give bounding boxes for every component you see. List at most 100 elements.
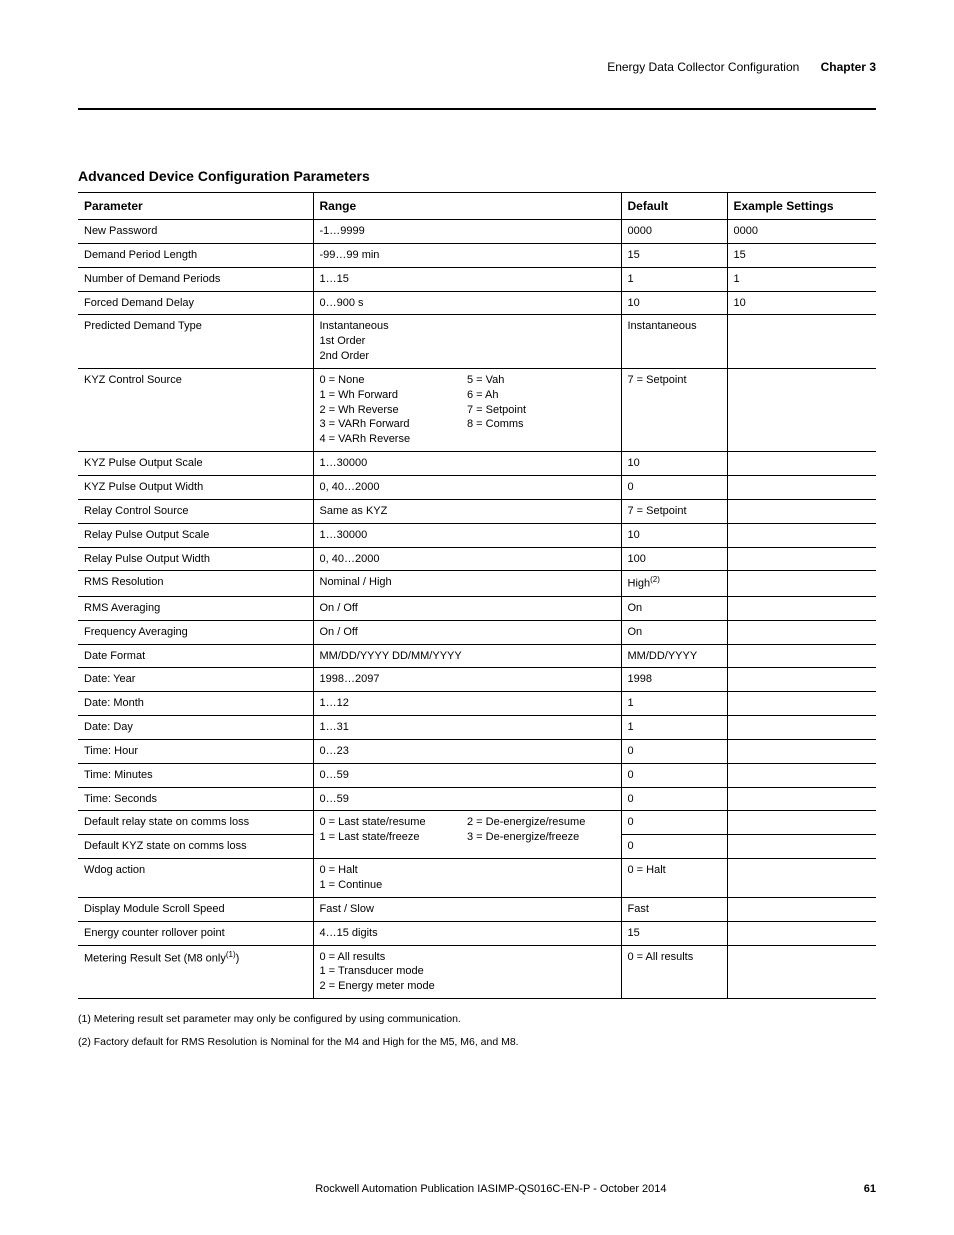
table-row: KYZ Pulse Output Width 0, 40…2000 0 <box>78 475 876 499</box>
table-row: Predicted Demand Type Instantaneous 1st … <box>78 315 876 369</box>
cell-param: Date: Year <box>78 668 313 692</box>
col-parameter: Parameter <box>78 193 313 220</box>
cell-example <box>727 945 876 999</box>
cell-param: Default relay state on comms loss <box>78 811 313 835</box>
cell-param: Time: Hour <box>78 739 313 763</box>
cell-range: 0…900 s <box>313 291 621 315</box>
table-row: RMS Resolution Nominal / High High(2) <box>78 571 876 597</box>
footnote-2: (2) Factory default for RMS Resolution i… <box>78 1034 876 1051</box>
cell-example <box>727 596 876 620</box>
chapter-label: Chapter 3 <box>821 60 876 74</box>
cell-range: 0 = Halt 1 = Continue <box>313 859 621 898</box>
cell-range: 0 = All results 1 = Transducer mode 2 = … <box>313 945 621 999</box>
table-row: RMS Averaging On / Off On <box>78 596 876 620</box>
cell-default: 0 <box>621 835 727 859</box>
cell-default: 1 <box>621 267 727 291</box>
cell-example <box>727 452 876 476</box>
cell-param: Number of Demand Periods <box>78 267 313 291</box>
cell-example: 15 <box>727 243 876 267</box>
footnote-1: (1) Metering result set parameter may on… <box>78 1011 876 1028</box>
cell-default: MM/DD/YYYY <box>621 644 727 668</box>
cell-range: On / Off <box>313 620 621 644</box>
cell-default: 0 = All results <box>621 945 727 999</box>
cell-default: 0 <box>621 763 727 787</box>
cell-example <box>727 763 876 787</box>
cell-range: 4…15 digits <box>313 921 621 945</box>
cell-range: 0…59 <box>313 787 621 811</box>
col-default: Default <box>621 193 727 220</box>
cell-example <box>727 315 876 369</box>
header-rule <box>78 108 876 110</box>
cell-default: On <box>621 596 727 620</box>
cell-range: 1998…2097 <box>313 668 621 692</box>
cell-param: Forced Demand Delay <box>78 291 313 315</box>
cell-example <box>727 921 876 945</box>
cell-param: Date: Month <box>78 692 313 716</box>
cell-range-left: 0 = None 1 = Wh Forward 2 = Wh Reverse 3… <box>320 373 468 447</box>
table-row: Forced Demand Delay 0…900 s 10 10 <box>78 291 876 315</box>
cell-param: Date Format <box>78 644 313 668</box>
cell-example: 0000 <box>727 220 876 244</box>
cell-default: 100 <box>621 547 727 571</box>
cell-example <box>727 475 876 499</box>
table-row: Number of Demand Periods 1…15 1 1 <box>78 267 876 291</box>
cell-default: Instantaneous <box>621 315 727 369</box>
cell-default: On <box>621 620 727 644</box>
cell-example <box>727 692 876 716</box>
cell-example <box>727 787 876 811</box>
table-row: Display Module Scroll Speed Fast / Slow … <box>78 897 876 921</box>
table-row: Default relay state on comms loss 0 = La… <box>78 811 876 835</box>
table-row: Relay Pulse Output Width 0, 40…2000 100 <box>78 547 876 571</box>
cell-param: RMS Resolution <box>78 571 313 597</box>
running-header: Energy Data Collector Configuration Chap… <box>78 60 876 80</box>
cell-example <box>727 739 876 763</box>
cell-default: High(2) <box>621 571 727 597</box>
table-row: Metering Result Set (M8 only(1)) 0 = All… <box>78 945 876 999</box>
cell-default: 1 <box>621 692 727 716</box>
table-header-row: Parameter Range Default Example Settings <box>78 193 876 220</box>
cell-param: Default KYZ state on comms loss <box>78 835 313 859</box>
cell-range: On / Off <box>313 596 621 620</box>
cell-param: Frequency Averaging <box>78 620 313 644</box>
cell-param: Predicted Demand Type <box>78 315 313 369</box>
cell-param: Relay Pulse Output Scale <box>78 523 313 547</box>
cell-param: KYZ Pulse Output Scale <box>78 452 313 476</box>
page-number: 61 <box>864 1183 876 1195</box>
cell-example <box>727 835 876 859</box>
cell-default: 0 <box>621 811 727 835</box>
cell-example <box>727 571 876 597</box>
cell-default: Fast <box>621 897 727 921</box>
col-range: Range <box>313 193 621 220</box>
page-footer: Rockwell Automation Publication IASIMP-Q… <box>78 1183 876 1195</box>
cell-param: Display Module Scroll Speed <box>78 897 313 921</box>
cell-example <box>727 523 876 547</box>
cell-range-right: 5 = Vah 6 = Ah 7 = Setpoint 8 = Comms <box>467 373 615 447</box>
cell-default: 10 <box>621 291 727 315</box>
cell-example <box>727 811 876 835</box>
cell-default: 7 = Setpoint <box>621 499 727 523</box>
cell-range: 1…15 <box>313 267 621 291</box>
cell-example <box>727 644 876 668</box>
cell-example <box>727 620 876 644</box>
table-row: New Password -1…9999 0000 0000 <box>78 220 876 244</box>
cell-param: Energy counter rollover point <box>78 921 313 945</box>
cell-default: 0 <box>621 475 727 499</box>
cell-example <box>727 859 876 898</box>
footnotes: (1) Metering result set parameter may on… <box>78 1011 876 1051</box>
cell-range: Nominal / High <box>313 571 621 597</box>
table-row: Relay Pulse Output Scale 1…30000 10 <box>78 523 876 547</box>
cell-range: 0…59 <box>313 763 621 787</box>
cell-param: Time: Seconds <box>78 787 313 811</box>
cell-range: Same as KYZ <box>313 499 621 523</box>
cell-default: 0 <box>621 787 727 811</box>
col-example: Example Settings <box>727 193 876 220</box>
table-row: Date Format MM/DD/YYYY DD/MM/YYYY MM/DD/… <box>78 644 876 668</box>
cell-default: 7 = Setpoint <box>621 368 727 451</box>
cell-param: Metering Result Set (M8 only(1)) <box>78 945 313 999</box>
cell-param: Time: Minutes <box>78 763 313 787</box>
publication-line: Rockwell Automation Publication IASIMP-Q… <box>118 1183 864 1195</box>
cell-default: 10 <box>621 523 727 547</box>
table-row: Time: Seconds 0…59 0 <box>78 787 876 811</box>
cell-range: -99…99 min <box>313 243 621 267</box>
table-row: Frequency Averaging On / Off On <box>78 620 876 644</box>
